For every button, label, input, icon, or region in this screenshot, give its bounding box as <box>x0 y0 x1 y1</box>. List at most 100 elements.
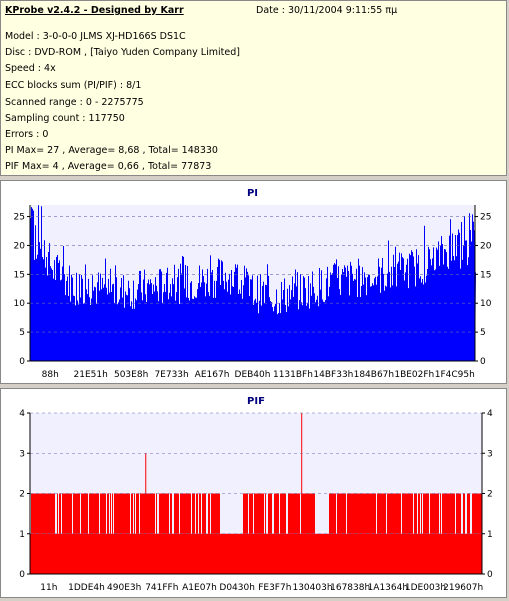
series-bar <box>255 493 256 534</box>
series-bar <box>331 493 332 534</box>
series-bar <box>36 493 37 534</box>
x-tick-label: A1E07h <box>182 583 217 593</box>
series-bar <box>347 493 348 534</box>
series-bar <box>302 493 303 534</box>
series-bar <box>370 493 371 534</box>
series-bar <box>244 493 245 534</box>
series-bar <box>148 493 149 534</box>
series-bar <box>43 493 44 534</box>
x-tick-label: FE3F7h <box>258 583 291 593</box>
series-bar <box>397 493 398 534</box>
series-bar <box>405 493 406 534</box>
series-bar <box>411 493 412 534</box>
series-bar <box>299 493 300 534</box>
series-bar <box>283 493 284 534</box>
series-bar <box>472 493 473 534</box>
series-bar <box>306 493 307 534</box>
series-bar <box>342 493 343 534</box>
series-bar <box>369 493 370 534</box>
series-bar <box>192 493 193 534</box>
series-bar <box>303 493 304 534</box>
series-bar <box>356 493 357 534</box>
series-bar <box>129 493 130 534</box>
series-bar <box>160 493 161 534</box>
x-tick-label: 1BE02Fh <box>394 370 434 380</box>
series-bar <box>193 493 194 534</box>
series-bar <box>458 493 459 534</box>
series-bar <box>430 493 431 534</box>
y-tick-label-left: 0 <box>19 570 25 580</box>
series-bar <box>190 493 191 534</box>
series-bar <box>141 493 142 534</box>
series-bar <box>86 493 87 534</box>
series-bar <box>335 493 336 534</box>
series-bar <box>82 493 83 534</box>
pif-chart: PIF 0 0 1 1 2 2 3 3 4 4 11h 1DDE4h 490E3h 741FFh A1E07h… <box>19 396 493 593</box>
series-bar <box>416 493 417 534</box>
series-bar <box>40 493 41 534</box>
x-tick-label: 1131BFh <box>273 370 313 380</box>
x-tick-label: 741FFh <box>145 583 178 593</box>
series-bar <box>182 493 183 534</box>
app-title: KProbe v2.4.2 - Designed by Karr <box>5 5 184 16</box>
series-bar <box>304 493 305 534</box>
series-bar <box>421 493 422 534</box>
series-bar <box>256 493 257 534</box>
series-bar <box>480 493 481 534</box>
ecc-line: ECC blocks sum (PI/PIF) : 8/1 <box>5 80 142 91</box>
series-bar <box>268 493 269 534</box>
y-tick-label-right: 15 <box>480 270 491 280</box>
series-bar <box>348 493 349 534</box>
series-bar <box>66 493 67 534</box>
series-bar <box>393 493 394 534</box>
series-bar <box>67 493 68 534</box>
series-bar <box>259 493 260 534</box>
series-bar <box>432 493 433 534</box>
series-bar <box>62 493 63 534</box>
series-bar <box>412 493 413 534</box>
series-bar <box>37 493 38 534</box>
series-bar <box>297 493 298 534</box>
series-bar <box>363 493 364 534</box>
series-bar <box>186 493 187 534</box>
series-bar <box>77 493 78 534</box>
series-bar <box>375 493 376 534</box>
series-bar <box>475 493 476 534</box>
x-tick-label: D0430h <box>219 583 255 593</box>
y-tick-label-left: 20 <box>14 241 26 251</box>
series-bar <box>196 493 197 534</box>
series-bar <box>409 493 410 534</box>
series-bar <box>39 493 40 534</box>
y-tick-label-left: 3 <box>19 449 25 459</box>
pi-chart: PI 0 0 5 5 10 10 15 15 20 20 25 25 88h 21E51h 503E8h 7E7… <box>14 188 492 380</box>
series-bar <box>199 493 200 534</box>
series-bar <box>110 493 111 534</box>
series-bar <box>138 493 139 534</box>
series-bar <box>473 493 474 534</box>
series-bar <box>118 493 119 534</box>
series-bar <box>246 493 247 534</box>
series-bar <box>211 493 212 534</box>
x-tick-label: 1F4C95h <box>435 370 475 380</box>
series-bar <box>183 493 184 534</box>
series-bar <box>334 493 335 534</box>
x-tick-label: 503E8h <box>114 370 148 380</box>
x-tick-label: 219607h <box>443 583 483 593</box>
series-bar <box>119 493 120 534</box>
series-bar <box>295 493 296 534</box>
series-bar <box>215 493 216 534</box>
y-tick-label-right: 0 <box>487 570 493 580</box>
series-bar <box>194 493 195 534</box>
series-bar <box>431 493 432 534</box>
series-bar <box>341 493 342 534</box>
y-tick-label-right: 5 <box>480 328 486 338</box>
series-bar <box>216 493 217 534</box>
series-bar <box>352 493 353 534</box>
series-bar <box>165 493 166 534</box>
series-bar <box>309 493 310 534</box>
pi-chart-panel: PI 0 0 5 5 10 10 15 15 20 20 25 25 88h 21E51h 503E8h 7E7… <box>0 180 507 384</box>
series-bar <box>313 493 314 534</box>
series-bar <box>151 493 152 534</box>
x-tick-label: 7E733h <box>154 370 188 380</box>
series-bar <box>449 493 450 534</box>
